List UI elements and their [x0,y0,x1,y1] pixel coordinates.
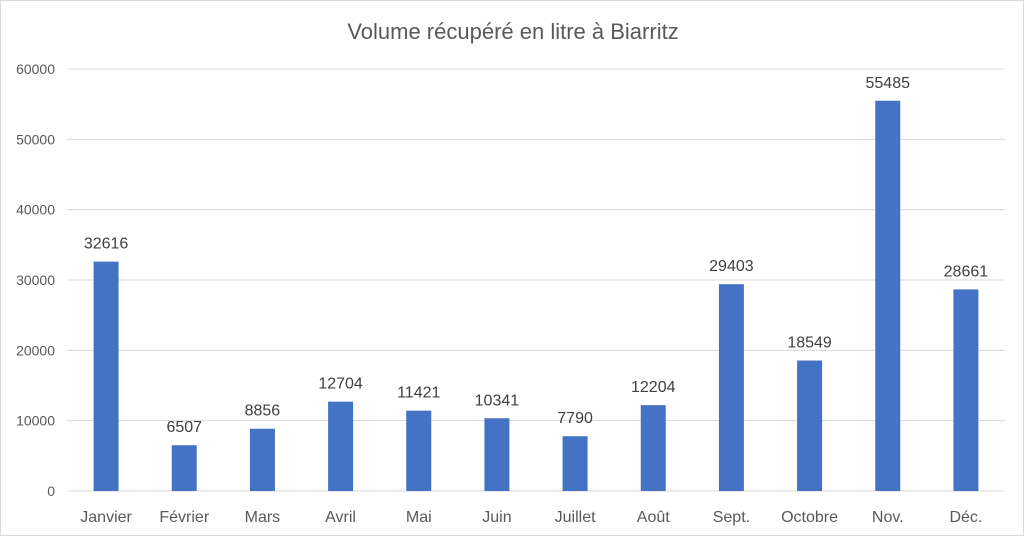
data-label: 12204 [631,379,676,396]
y-tick-label: 20000 [16,342,55,358]
x-tick-label: Octobre [781,509,838,526]
data-label: 29403 [709,258,754,275]
data-label: 55485 [866,75,911,92]
x-tick-label: Juin [482,509,511,526]
bar [797,360,823,491]
chart-title: Volume récupéré en litre à Biarritz [347,19,678,44]
y-tick-label: 10000 [16,413,55,429]
x-tick-label: Avril [325,509,356,526]
bar [953,289,979,491]
gridlines [67,68,1005,492]
data-label: 11421 [397,385,440,402]
x-tick-label: Mai [406,509,432,526]
data-label: 28661 [944,263,989,280]
y-tick-label: 50000 [16,131,55,147]
y-tick-label: 0 [47,483,55,499]
data-label: 32616 [84,236,129,253]
x-tick-label: Août [637,509,670,526]
data-label: 8856 [245,403,281,420]
bar [328,401,354,491]
data-label: 18549 [787,335,832,352]
bar [718,284,744,491]
bar [406,410,432,491]
bar [93,261,119,491]
bar [484,418,510,491]
data-label: 7790 [557,410,593,427]
x-tick-label: Février [159,509,209,526]
bar [171,445,197,491]
x-tick-label: Mars [245,509,281,526]
x-tick-label: Nov. [872,509,904,526]
y-tick-label: 30000 [16,272,55,288]
x-axis-ticks: Janvier Février Mars Avril Mai Juin Juillet Aoû… [80,509,982,526]
y-axis-ticks: 0 10000 20000 30000 40000 50000 60000 [16,61,55,499]
bar [875,100,901,492]
bars [93,100,979,492]
bar [562,436,588,491]
data-label: 10341 [475,392,520,409]
data-label: 12704 [318,376,363,393]
bar [249,428,275,491]
data-label: 6507 [166,419,202,436]
y-tick-label: 40000 [16,202,55,218]
x-tick-label: Janvier [80,509,132,526]
y-tick-label: 60000 [16,61,55,77]
data-labels: 32616 6507 8856 12704 11421 10341 7790 12204 294… [84,75,988,436]
x-tick-label: Déc. [949,509,982,526]
bar [640,405,666,491]
x-tick-label: Sept. [713,509,750,526]
x-tick-label: Juillet [555,509,596,526]
